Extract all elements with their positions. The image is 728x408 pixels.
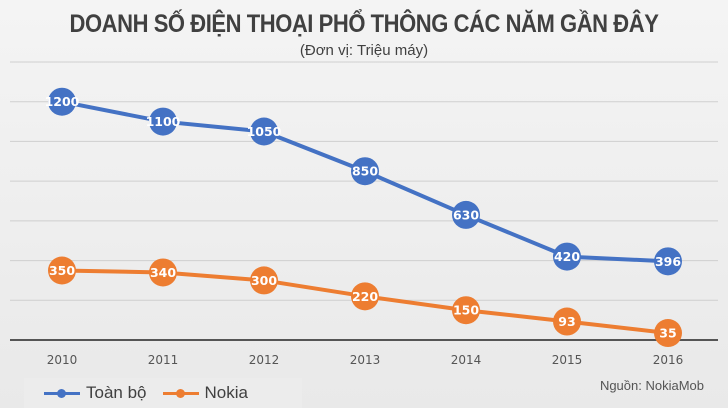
legend-item-nokia: Nokia — [162, 383, 248, 403]
chart-subtitle: (Đơn vị: Triệu máy) — [299, 42, 429, 59]
x-tick-label: 2012 — [249, 353, 280, 367]
data-label: 220 — [352, 289, 378, 304]
data-point — [452, 200, 480, 229]
source-note: Nguồn: NokiaMob — [599, 378, 704, 393]
data-point — [553, 307, 581, 336]
data-point — [48, 256, 76, 285]
data-label: 1200 — [45, 94, 80, 109]
data-point — [250, 117, 278, 146]
data-label: 150 — [453, 303, 479, 318]
data-point — [149, 107, 177, 136]
data-point — [654, 319, 682, 348]
data-label: 35 — [659, 326, 676, 341]
x-tick-label: 2010 — [47, 353, 78, 367]
legend-item-toan-bo: Toàn bộ — [44, 383, 147, 403]
x-tick-label: 2011 — [148, 353, 179, 367]
data-point — [48, 87, 76, 116]
data-point — [351, 282, 379, 311]
x-tick-label: 2016 — [653, 353, 684, 367]
data-point — [654, 247, 682, 276]
data-label: 350 — [49, 263, 75, 278]
data-label: 630 — [453, 207, 479, 222]
legend-marker-icon — [44, 388, 80, 398]
data-point — [250, 266, 278, 295]
data-point — [452, 296, 480, 325]
x-tick-label: 2014 — [451, 353, 482, 367]
data-label: 93 — [558, 314, 575, 329]
data-label: 396 — [655, 254, 681, 269]
data-point — [351, 157, 379, 186]
data-label: 340 — [150, 265, 176, 280]
data-label: 1050 — [247, 124, 282, 139]
data-label: 300 — [251, 273, 277, 288]
legend-marker-icon — [162, 388, 199, 398]
data-label: 1100 — [146, 114, 181, 129]
chart-title: DOANH SỐ ĐIỆN THOẠI PHỔ THÔNG CÁC NĂM GẦ… — [69, 10, 659, 38]
data-point — [149, 258, 177, 287]
legend: Toàn bộ Nokia — [24, 378, 302, 408]
legend-label: Toàn bộ — [86, 383, 147, 402]
x-tick-label: 2015 — [552, 353, 583, 367]
legend-label: Nokia — [204, 383, 248, 402]
x-tick-label: 2013 — [350, 353, 381, 367]
data-label: 850 — [352, 164, 378, 179]
data-label: 420 — [554, 249, 580, 264]
data-point — [553, 242, 581, 271]
